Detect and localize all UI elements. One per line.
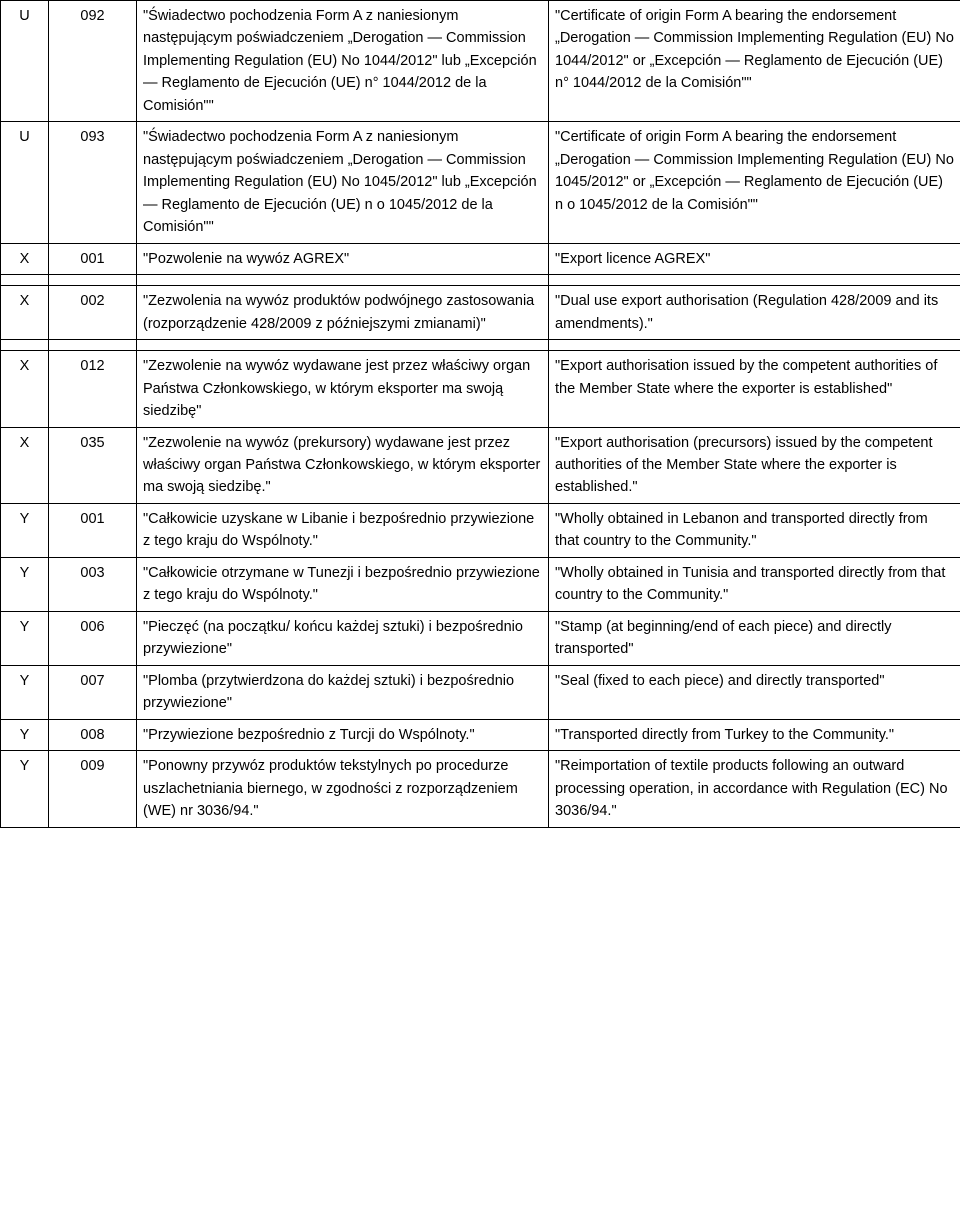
text-pl: "Ponowny przywóz produktów tekstylnych p…: [137, 751, 549, 827]
text-pl: "Całkowicie uzyskane w Libanie i bezpośr…: [137, 503, 549, 557]
separator-row: [1, 340, 960, 351]
code-number: 002: [49, 286, 137, 340]
text-en: "Wholly obtained in Lebanon and transpor…: [549, 503, 960, 557]
code-letter: X: [1, 351, 49, 427]
code-letter: Y: [1, 503, 49, 557]
text-en: "Wholly obtained in Tunisia and transpor…: [549, 557, 960, 611]
text-pl: "Całkowicie otrzymane w Tunezji i bezpoś…: [137, 557, 549, 611]
text-pl: "Pozwolenie na wywóz AGREX": [137, 243, 549, 274]
code-number: 007: [49, 665, 137, 719]
text-pl: "Zezwolenia na wywóz produktów podwójneg…: [137, 286, 549, 340]
text-en: "Stamp (at beginning/end of each piece) …: [549, 611, 960, 665]
text-en: "Certificate of origin Form A bearing th…: [549, 122, 960, 243]
code-number: 035: [49, 427, 137, 503]
table-row: X 035 "Zezwolenie na wywóz (prekursory) …: [1, 427, 960, 503]
code-number: 001: [49, 243, 137, 274]
code-number: 012: [49, 351, 137, 427]
text-pl: "Świadectwo pochodzenia Form A z naniesi…: [137, 1, 549, 122]
text-en: "Export authorisation (precursors) issue…: [549, 427, 960, 503]
text-pl: "Zezwolenie na wywóz (prekursory) wydawa…: [137, 427, 549, 503]
text-en: "Certificate of origin Form A bearing th…: [549, 1, 960, 122]
code-letter: U: [1, 1, 49, 122]
code-letter: U: [1, 122, 49, 243]
table-row: X 002 "Zezwolenia na wywóz produktów pod…: [1, 286, 960, 340]
code-letter: X: [1, 286, 49, 340]
text-en: "Dual use export authorisation (Regulati…: [549, 286, 960, 340]
code-letter: X: [1, 427, 49, 503]
code-number: 003: [49, 557, 137, 611]
text-pl: "Pieczęć (na początku/ końcu każdej sztu…: [137, 611, 549, 665]
code-letter: Y: [1, 611, 49, 665]
code-number: 092: [49, 1, 137, 122]
code-number: 093: [49, 122, 137, 243]
table-row: Y 001 "Całkowicie uzyskane w Libanie i b…: [1, 503, 960, 557]
code-letter: Y: [1, 557, 49, 611]
table-row: Y 007 "Plomba (przytwierdzona do każdej …: [1, 665, 960, 719]
table-row: Y 003 "Całkowicie otrzymane w Tunezji i …: [1, 557, 960, 611]
code-letter: Y: [1, 665, 49, 719]
code-number: 001: [49, 503, 137, 557]
table-row: U 092 "Świadectwo pochodzenia Form A z n…: [1, 1, 960, 122]
code-number: 006: [49, 611, 137, 665]
text-en: "Seal (fixed to each piece) and directly…: [549, 665, 960, 719]
text-pl: "Świadectwo pochodzenia Form A z naniesi…: [137, 122, 549, 243]
text-pl: "Przywiezione bezpośrednio z Turcji do W…: [137, 719, 549, 750]
table-row: X 001 "Pozwolenie na wywóz AGREX" "Expor…: [1, 243, 960, 274]
table-row: X 012 "Zezwolenie na wywóz wydawane jest…: [1, 351, 960, 427]
text-pl: "Plomba (przytwierdzona do każdej sztuki…: [137, 665, 549, 719]
codes-table: U 092 "Świadectwo pochodzenia Form A z n…: [0, 0, 960, 828]
code-letter: X: [1, 243, 49, 274]
table-row: Y 008 "Przywiezione bezpośrednio z Turcj…: [1, 719, 960, 750]
text-en: "Transported directly from Turkey to the…: [549, 719, 960, 750]
code-letter: Y: [1, 751, 49, 827]
text-en: "Reimportation of textile products follo…: [549, 751, 960, 827]
code-number: 008: [49, 719, 137, 750]
table-row: Y 009 "Ponowny przywóz produktów tekstyl…: [1, 751, 960, 827]
separator-row: [1, 275, 960, 286]
table-row: U 093 "Świadectwo pochodzenia Form A z n…: [1, 122, 960, 243]
text-en: "Export authorisation issued by the comp…: [549, 351, 960, 427]
code-number: 009: [49, 751, 137, 827]
text-pl: "Zezwolenie na wywóz wydawane jest przez…: [137, 351, 549, 427]
text-en: "Export licence AGREX": [549, 243, 960, 274]
table-row: Y 006 "Pieczęć (na początku/ końcu każde…: [1, 611, 960, 665]
code-letter: Y: [1, 719, 49, 750]
